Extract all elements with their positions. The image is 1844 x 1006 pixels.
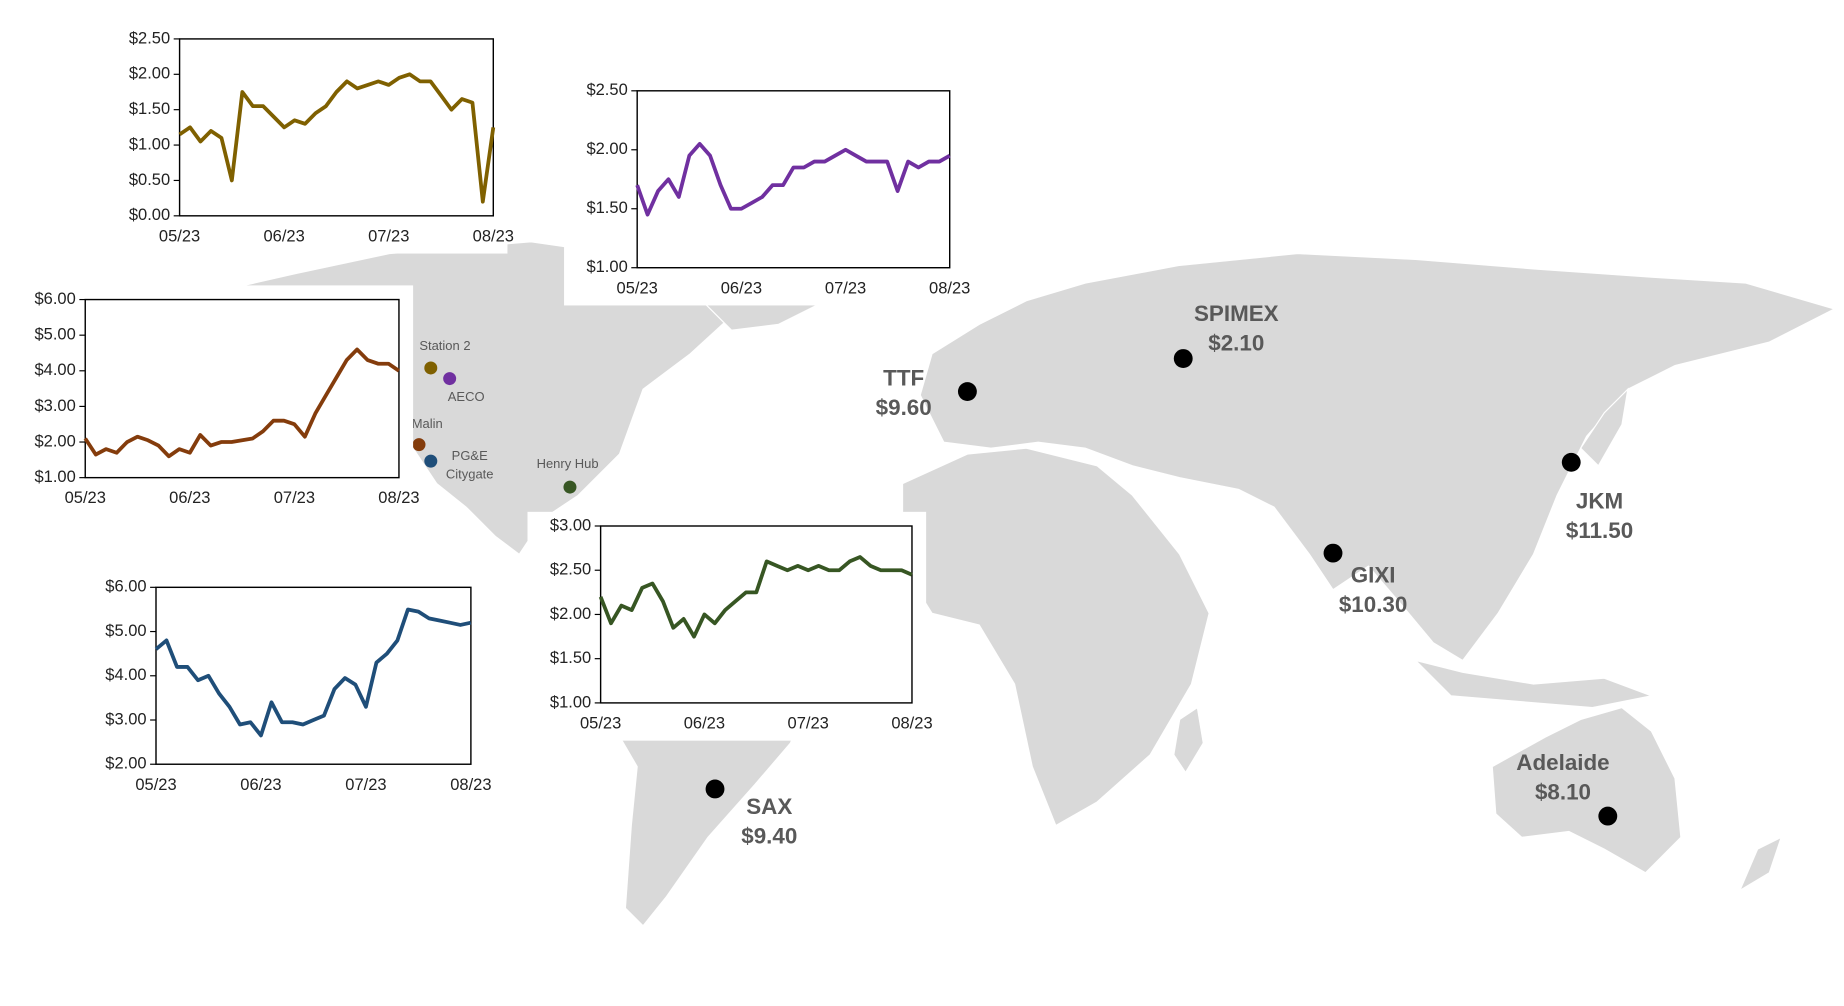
inset-chart: $1.00 $1.50 $2.00 $2.50 $3.00 05/23 06/23 07/23… (527, 511, 933, 741)
x-tick-label: 05/23 (65, 489, 106, 507)
marker-name: TTF (883, 366, 924, 391)
x-tick-label: 05/23 (135, 776, 176, 794)
price-line (83, 347, 401, 459)
x-tick-label: 08/23 (450, 776, 491, 794)
marker-name: SAX (746, 794, 792, 819)
y-tick-label: $5.00 (105, 622, 146, 640)
indonesia (1413, 659, 1654, 709)
x-tick-label: 07/23 (825, 279, 866, 297)
y-tick-label: $2.50 (129, 29, 170, 47)
price-line (154, 607, 472, 738)
hub-dot (424, 454, 438, 468)
marker-price: $2.10 (1208, 330, 1264, 355)
y-tick-label: $0.50 (129, 171, 170, 189)
hub-marker (957, 382, 977, 401)
y-tick-label: $6.00 (35, 290, 76, 308)
plot-frame (84, 298, 400, 479)
hub-dot (563, 480, 577, 494)
inset-chart: $0.00 $0.50 $1.00 $1.50 $2.00 $2.50 05/23 06/23… (106, 24, 514, 254)
x-tick-label: 06/23 (169, 489, 210, 507)
hub-marker (1561, 452, 1581, 472)
y-tick-label: $2.50 (550, 561, 591, 579)
hub-label: Citygate (446, 467, 494, 482)
x-tick-label: 05/23 (617, 279, 658, 297)
hub-label: PG&E (452, 448, 488, 463)
x-tick-label: 07/23 (368, 227, 409, 245)
x-tick-label: 07/23 (345, 776, 386, 794)
madagascar (1173, 706, 1204, 774)
x-tick-label: 06/23 (684, 714, 725, 732)
africa (901, 447, 1210, 827)
y-tick-label: $2.00 (105, 755, 146, 773)
x-tick-label: 07/23 (788, 714, 829, 732)
y-tick-label: $1.00 (129, 135, 170, 153)
eurasia (919, 252, 1836, 662)
inset-chart: $1.00 $1.50 $2.00 $2.50 05/23 06/23 07/23 08/23 (564, 76, 970, 306)
x-tick-label: 06/23 (721, 279, 762, 297)
y-tick-label: $2.00 (550, 605, 591, 623)
hub-label: Station 2 (419, 338, 470, 353)
hub-marker (705, 779, 725, 799)
y-tick-label: $5.00 (35, 326, 76, 344)
x-tick-label: 07/23 (274, 489, 315, 507)
y-tick-label: $1.50 (586, 199, 627, 217)
plot-frame (636, 90, 951, 269)
x-tick-label: 08/23 (891, 714, 932, 732)
y-tick-label: $0.00 (129, 206, 170, 224)
hub-dot (443, 372, 457, 386)
marker-name: GIXI (1351, 563, 1396, 588)
y-tick-label: $3.00 (550, 516, 591, 534)
plot-frame (599, 525, 913, 704)
plot-frame (178, 38, 495, 217)
y-tick-label: $4.00 (35, 361, 76, 379)
price-line (635, 141, 951, 217)
y-tick-label: $2.50 (586, 81, 627, 99)
inset-chart: $1.00 $2.00 $3.00 $4.00 $5.00 $6.00 05/23 06/23… (12, 285, 420, 516)
x-tick-label: 08/23 (473, 227, 514, 245)
y-tick-label: $3.00 (35, 397, 76, 415)
layer: TTF $9.60 SPIMEX $2.10 JKM $11.50 GIXI $10.30 SA… (12, 24, 1633, 848)
hub-label: AECO (448, 389, 485, 404)
price-line (178, 72, 496, 204)
hub-marker (1323, 543, 1343, 563)
x-tick-label: 06/23 (240, 776, 281, 794)
marker-name: Adelaide (1516, 750, 1609, 775)
y-tick-label: $2.00 (35, 432, 76, 450)
y-tick-label: $2.00 (586, 140, 627, 158)
y-tick-label: $6.00 (105, 578, 146, 596)
inset-chart: $2.00 $3.00 $4.00 $5.00 $6.00 05/23 06/23 07/23… (82, 573, 492, 802)
x-tick-label: 05/23 (580, 714, 621, 732)
hub-marker (1598, 806, 1618, 826)
y-tick-label: $3.00 (105, 710, 146, 728)
y-tick-label: $4.00 (105, 666, 146, 684)
marker-price: $11.50 (1566, 518, 1633, 543)
japan (1579, 387, 1629, 467)
marker-name: SPIMEX (1194, 301, 1279, 326)
x-tick-label: 08/23 (929, 279, 970, 297)
x-tick-label: 08/23 (378, 489, 419, 507)
new-zealand (1738, 836, 1783, 892)
y-tick-label: $1.50 (550, 649, 591, 667)
marker-price: $10.30 (1339, 592, 1407, 617)
x-tick-label: 05/23 (159, 227, 200, 245)
x-tick-label: 06/23 (264, 227, 305, 245)
marker-price: $8.10 (1535, 780, 1591, 805)
marker-name: JKM (1576, 488, 1623, 513)
y-tick-label: $2.00 (129, 65, 170, 83)
y-tick-label: $1.00 (550, 693, 591, 711)
price-line (598, 555, 913, 639)
y-tick-label: $1.00 (35, 468, 76, 486)
hub-marker (1173, 349, 1193, 368)
hub-label: Malin (412, 416, 443, 431)
y-tick-label: $1.50 (129, 100, 170, 118)
marker-price: $9.40 (741, 823, 797, 848)
australia (1491, 706, 1682, 874)
hub-label: Henry Hub (537, 456, 599, 471)
y-tick-label: $1.00 (586, 258, 627, 276)
hub-dot (424, 361, 438, 375)
marker-price: $9.60 (876, 395, 932, 420)
hub-dot (412, 438, 426, 452)
